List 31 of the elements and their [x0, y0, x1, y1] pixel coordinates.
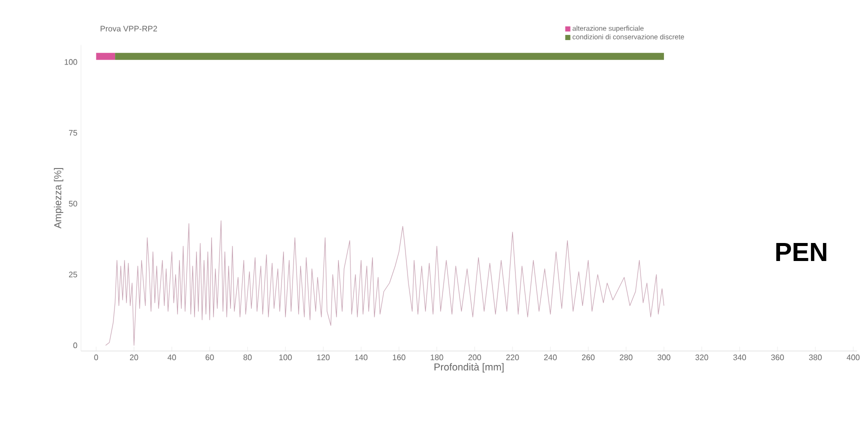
x-tick-label: 400	[846, 354, 860, 360]
x-tick-label: 280	[620, 354, 632, 360]
y-axis-title: Ampiezza [%]	[54, 168, 64, 229]
x-tick-label: 220	[506, 354, 519, 360]
x-tick-label: 120	[317, 354, 330, 360]
y-tick-label: 100	[64, 59, 78, 65]
x-tick-label: 0	[94, 354, 98, 360]
x-tick-label: 40	[168, 354, 176, 360]
x-tick-label: 140	[355, 354, 368, 360]
x-tick-label: 260	[582, 354, 595, 360]
x-tick-label: 240	[544, 354, 557, 360]
x-tick-label: 380	[808, 354, 822, 360]
x-tick-label: 60	[206, 354, 214, 360]
x-tick-label: 340	[733, 354, 746, 360]
x-tick-label: 360	[771, 354, 784, 360]
y-tick-label: 75	[68, 130, 78, 136]
x-tick-label: 300	[658, 354, 670, 360]
x-axis-title: Profondità [mm]	[434, 363, 504, 372]
x-tick-label: 180	[430, 354, 444, 360]
x-tick-label: 320	[695, 354, 708, 360]
chart-title: Prova VPP-RP2	[100, 26, 157, 32]
x-tick-label: 200	[468, 354, 482, 360]
line-series	[105, 220, 664, 346]
x-tick-label: 80	[243, 354, 252, 360]
x-tick-label: 160	[392, 354, 406, 360]
y-tick-label: 0	[73, 342, 78, 348]
x-tick-label: 100	[279, 354, 292, 360]
x-tick-label: 20	[130, 354, 138, 360]
y-tick-label: 50	[68, 200, 78, 206]
annotation: PEN	[776, 243, 826, 261]
y-tick-label: 25	[68, 272, 78, 278]
